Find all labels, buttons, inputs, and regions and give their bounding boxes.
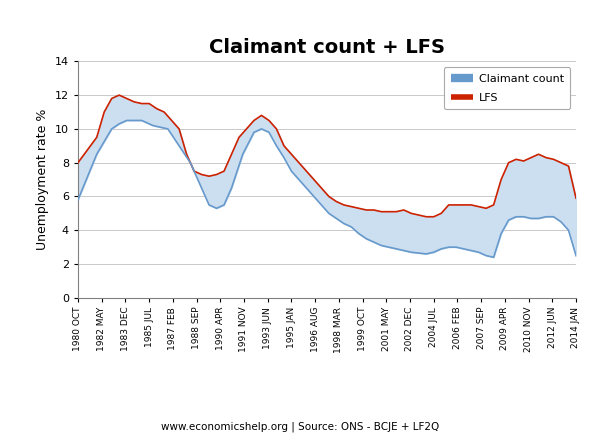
- Title: Claimant count + LFS: Claimant count + LFS: [209, 38, 445, 57]
- Legend: Claimant count, LFS: Claimant count, LFS: [444, 67, 571, 110]
- Text: www.economicshelp.org | Source: ONS - BCJE + LF2Q: www.economicshelp.org | Source: ONS - BC…: [161, 421, 439, 432]
- Y-axis label: Unemployment rate %: Unemployment rate %: [36, 109, 49, 250]
